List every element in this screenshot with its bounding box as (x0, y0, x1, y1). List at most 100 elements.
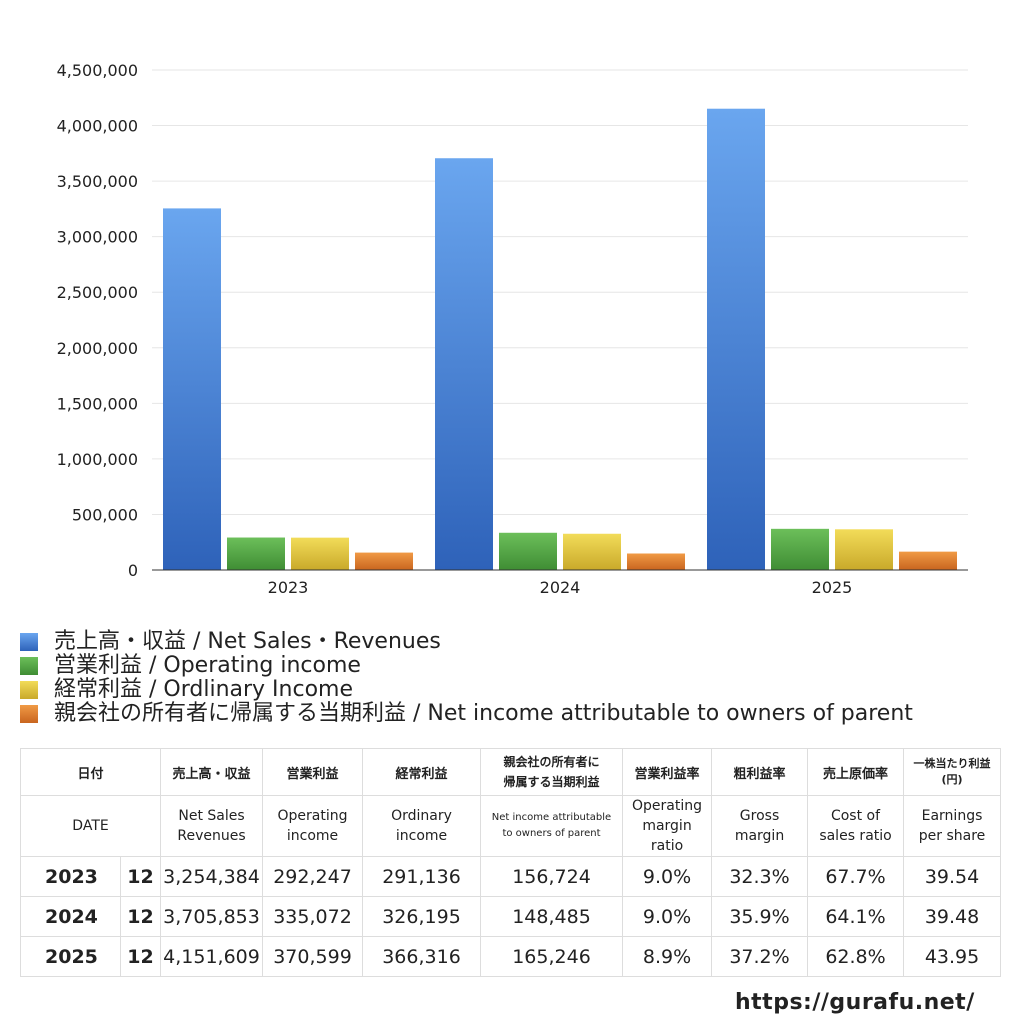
table-header-jp: 日付 売上高・収益 営業利益 経常利益 親会社の所有者に 帰属する当期利益 営業… (19, 748, 1002, 796)
header-gross-margin-en-line2: margin (734, 828, 785, 844)
legend-swatch-operating-income (20, 657, 38, 675)
legend-item-operating-income: 営業利益 / Operating income (20, 654, 1010, 678)
y-tick-label: 500,000 (72, 505, 138, 524)
bar-2024-series-3 (627, 553, 685, 570)
header-date-jp: 日付 (19, 748, 162, 796)
cell-year: 2023 (20, 856, 121, 897)
header-sales-en-line1: Net Sales (178, 808, 245, 824)
cell-eps: 39.54 (903, 856, 1002, 897)
header-ordinary-en-line1: Ordinary (391, 808, 452, 824)
header-sales-jp: 売上高・収益 (160, 748, 264, 796)
x-tick-label: 2023 (268, 578, 309, 597)
cell-ordinary: 366,316 (362, 936, 482, 977)
cell-eps: 39.48 (903, 896, 1002, 937)
y-tick-label: 2,000,000 (57, 339, 138, 358)
bar-2025-series-3 (899, 551, 957, 570)
header-gross-margin-jp: 粗利益率 (711, 748, 809, 796)
y-tick-label: 1,000,000 (57, 450, 138, 469)
header-ordinary-en: Ordinary income (362, 795, 482, 857)
cell-gross-margin: 32.3% (711, 856, 809, 897)
bar-chart: 0 500,000 1,000,000 1,500,000 2,000,000 2,500… (57, 61, 968, 597)
cell-month: 12 (119, 936, 162, 977)
cell-op-margin: 9.0% (622, 856, 713, 897)
header-op-margin-jp: 営業利益率 (622, 748, 713, 796)
header-operating-en: Operating income (262, 795, 364, 857)
legend: 売上高・収益 / Net Sales・Revenues 営業利益 / Opera… (20, 630, 1010, 726)
x-tick-label: 2025 (812, 578, 853, 597)
cell-eps: 43.95 (903, 936, 1002, 977)
y-tick-label: 4,500,000 (57, 61, 138, 80)
cell-operating: 335,072 (262, 896, 364, 937)
header-sales-en-line2: Revenues (177, 828, 246, 844)
bar-2025-series-2 (835, 529, 893, 570)
cell-ordinary: 326,195 (362, 896, 482, 937)
cell-net-income: 156,724 (480, 856, 624, 897)
y-tick-label: 4,000,000 (57, 117, 138, 136)
y-tick-label: 3,500,000 (57, 172, 138, 191)
header-op-margin-en-line3: ratio (650, 838, 684, 854)
header-op-margin-en-line1: Operating (632, 798, 703, 814)
legend-swatch-ordinary-income (20, 681, 38, 699)
cell-year: 2024 (20, 896, 121, 937)
header-gross-margin-en-line1: Gross (739, 808, 780, 824)
header-net-income-jp-line2: 帰属する当期利益 (503, 775, 600, 789)
table-row: 2025 12 4,151,609 370,599 366,316 165,24… (20, 936, 1002, 977)
cell-net-income: 148,485 (480, 896, 624, 937)
cell-year: 2025 (20, 936, 121, 977)
header-net-income-en-line1: Net income attributable (491, 812, 612, 823)
header-cost-ratio-jp: 売上原価率 (807, 748, 905, 796)
cell-ordinary: 291,136 (362, 856, 482, 897)
bars (163, 108, 957, 570)
cell-cost-ratio: 64.1% (807, 896, 905, 937)
y-tick-label: 3,000,000 (57, 228, 138, 247)
bar-2025-series-1 (771, 528, 829, 570)
financial-data-table: 日付 売上高・収益 営業利益 経常利益 親会社の所有者に 帰属する当期利益 営業… (19, 748, 1002, 977)
y-tick-label: 1,500,000 (57, 394, 138, 413)
y-axis-ticks: 0 500,000 1,000,000 1,500,000 2,000,000 2,500… (57, 61, 138, 580)
table-row: 2023 12 3,254,384 292,247 291,136 156,72… (20, 856, 1002, 897)
header-ordinary-jp: 経常利益 (362, 748, 482, 796)
legend-swatch-net-sales (20, 633, 38, 651)
cell-operating: 370,599 (262, 936, 364, 977)
bar-2024-series-0 (435, 158, 493, 570)
cell-gross-margin: 37.2% (711, 936, 809, 977)
legend-label-net-sales: 売上高・収益 / Net Sales・Revenues (54, 629, 441, 654)
cell-net-income: 165,246 (480, 936, 624, 977)
cell-op-margin: 8.9% (622, 936, 713, 977)
legend-item-net-sales: 売上高・収益 / Net Sales・Revenues (20, 630, 1010, 654)
header-eps-jp-line2: (円) (941, 773, 963, 786)
cell-cost-ratio: 62.8% (807, 936, 905, 977)
legend-item-ordinary-income: 経常利益 / Ordlinary Income (20, 678, 1010, 702)
x-tick-label: 2024 (540, 578, 581, 597)
header-op-margin-en: Operating margin ratio (622, 795, 713, 857)
cell-op-margin: 9.0% (622, 896, 713, 937)
header-net-income-jp-line1: 親会社の所有者に (503, 755, 600, 769)
legend-label-ordinary-income: 経常利益 / Ordlinary Income (54, 677, 353, 702)
cell-month: 12 (119, 896, 162, 937)
cell-sales: 4,151,609 (160, 936, 264, 977)
header-operating-en-line1: Operating (277, 808, 348, 824)
header-net-income-jp: 親会社の所有者に 帰属する当期利益 (480, 748, 624, 796)
y-tick-label: 0 (128, 561, 138, 580)
header-net-income-en: Net income attributable to owners of par… (480, 795, 624, 857)
legend-label-operating-income: 営業利益 / Operating income (54, 653, 361, 678)
header-date-en: DATE (19, 795, 162, 857)
header-eps-jp-line1: 一株当たり利益 (913, 757, 991, 770)
site-url[interactable]: https://gurafu.net/ (735, 990, 975, 1015)
header-eps-jp: 一株当たり利益 (円) (903, 748, 1002, 796)
cell-sales: 3,254,384 (160, 856, 264, 897)
bar-2024-series-2 (563, 533, 621, 570)
cell-operating: 292,247 (262, 856, 364, 897)
cell-sales: 3,705,853 (160, 896, 264, 937)
table-row: 2024 12 3,705,853 335,072 326,195 148,48… (20, 896, 1002, 937)
cell-month: 12 (119, 856, 162, 897)
bar-2023-series-0 (163, 208, 221, 570)
header-sales-en: Net Sales Revenues (160, 795, 264, 857)
header-net-income-en-line2: to owners of parent (502, 828, 601, 839)
bar-2025-series-0 (707, 108, 765, 570)
header-operating-en-line2: income (286, 828, 339, 844)
table-header-en: DATE Net Sales Revenues Operating income… (19, 795, 1002, 857)
header-op-margin-en-line2: margin (642, 818, 692, 834)
header-cost-ratio-en-line2: sales ratio (819, 828, 892, 844)
y-tick-label: 2,500,000 (57, 283, 138, 302)
